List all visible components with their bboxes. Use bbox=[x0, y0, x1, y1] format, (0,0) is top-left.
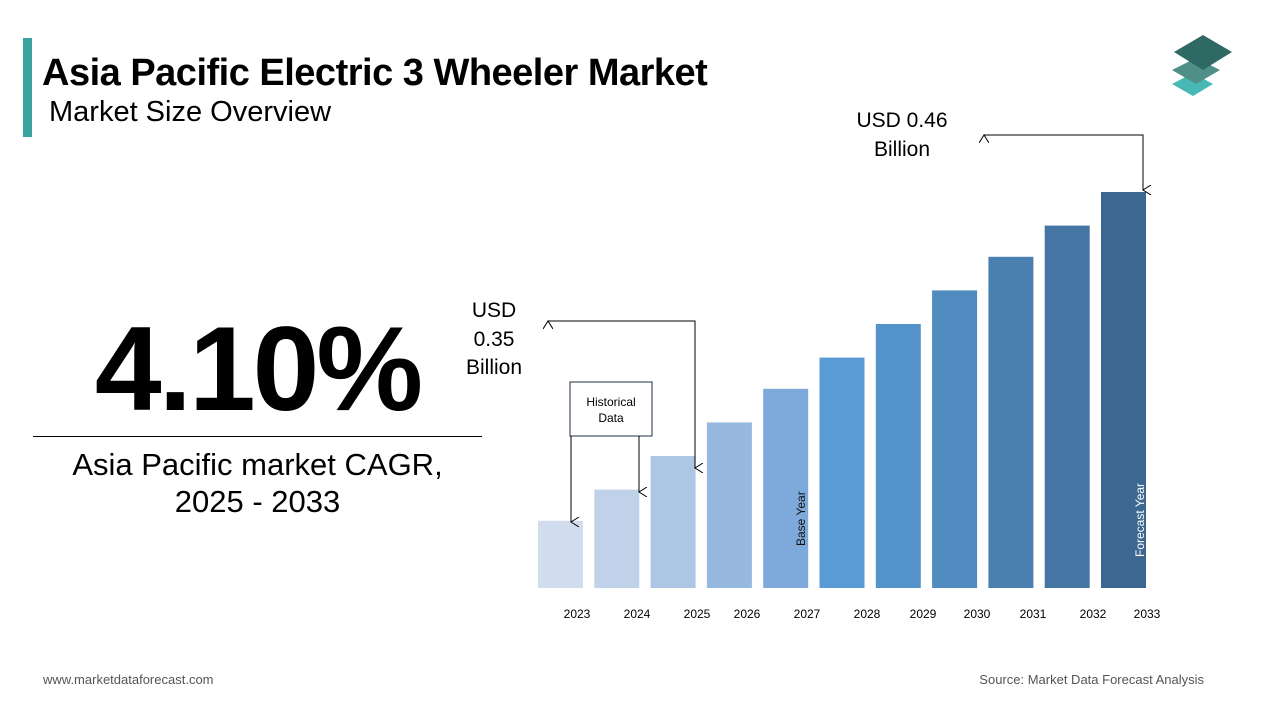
x-tick-label-2031: 2031 bbox=[1020, 607, 1047, 621]
x-tick-label-2027: 2027 bbox=[794, 607, 821, 621]
historical-label-line1: Historical bbox=[586, 395, 635, 409]
x-tick-label-2025: 2025 bbox=[684, 607, 711, 621]
cagr-label: Asia Pacific market CAGR, 2025 - 2033 bbox=[30, 446, 485, 520]
x-tick-label-2028: 2028 bbox=[854, 607, 881, 621]
page-subtitle: Market Size Overview bbox=[49, 96, 332, 128]
title-accent-bar bbox=[23, 38, 32, 137]
bar-2030 bbox=[932, 290, 978, 588]
website-link[interactable]: www.marketdataforecast.com bbox=[43, 672, 214, 687]
cagr-label-line1: Asia Pacific market CAGR, bbox=[72, 447, 443, 482]
bar-2032 bbox=[1044, 225, 1090, 588]
cagr-value: 4.10% bbox=[94, 302, 423, 436]
divider bbox=[33, 436, 482, 437]
start-value-line2: 0.35 bbox=[474, 328, 515, 351]
x-tick-label-2033: 2033 bbox=[1134, 607, 1161, 621]
bar-2023 bbox=[538, 520, 583, 588]
bar-2024 bbox=[594, 489, 640, 588]
bar-2026 bbox=[706, 422, 752, 588]
page-title: Asia Pacific Electric 3 Wheeler Market bbox=[42, 52, 708, 94]
start-value-line1: USD bbox=[472, 299, 516, 322]
bar-2033 bbox=[1101, 192, 1146, 588]
bar-2029 bbox=[875, 324, 921, 588]
end-value-line1: USD 0.46 bbox=[856, 109, 947, 132]
end-value-arrow bbox=[984, 135, 1143, 190]
x-tick-label-2024: 2024 bbox=[624, 607, 651, 621]
bar-2025 bbox=[650, 456, 696, 588]
cagr-label-line2: 2025 - 2033 bbox=[174, 484, 341, 519]
base-year-label: Base Year bbox=[794, 491, 808, 546]
source-note: Source: Market Data Forecast Analysis bbox=[979, 672, 1204, 687]
x-tick-label-2029: 2029 bbox=[910, 607, 937, 621]
x-tick-label-2032: 2032 bbox=[1080, 607, 1107, 621]
forecast-year-label: Forecast Year bbox=[1133, 483, 1147, 557]
stacked-layers-logo-icon bbox=[1172, 35, 1232, 96]
x-tick-label-2023: 2023 bbox=[564, 607, 591, 621]
start-value-arrow bbox=[548, 321, 695, 468]
end-value-line2: Billion bbox=[874, 138, 930, 161]
start-value-line3: Billion bbox=[466, 356, 522, 379]
x-tick-label-2030: 2030 bbox=[964, 607, 991, 621]
bar-2028 bbox=[819, 357, 865, 588]
bar-2031 bbox=[988, 256, 1034, 588]
historical-data-box bbox=[569, 381, 653, 437]
x-tick-label-2026: 2026 bbox=[734, 607, 761, 621]
historical-label-line2: Data bbox=[598, 411, 624, 425]
bar-2027 bbox=[763, 388, 809, 588]
